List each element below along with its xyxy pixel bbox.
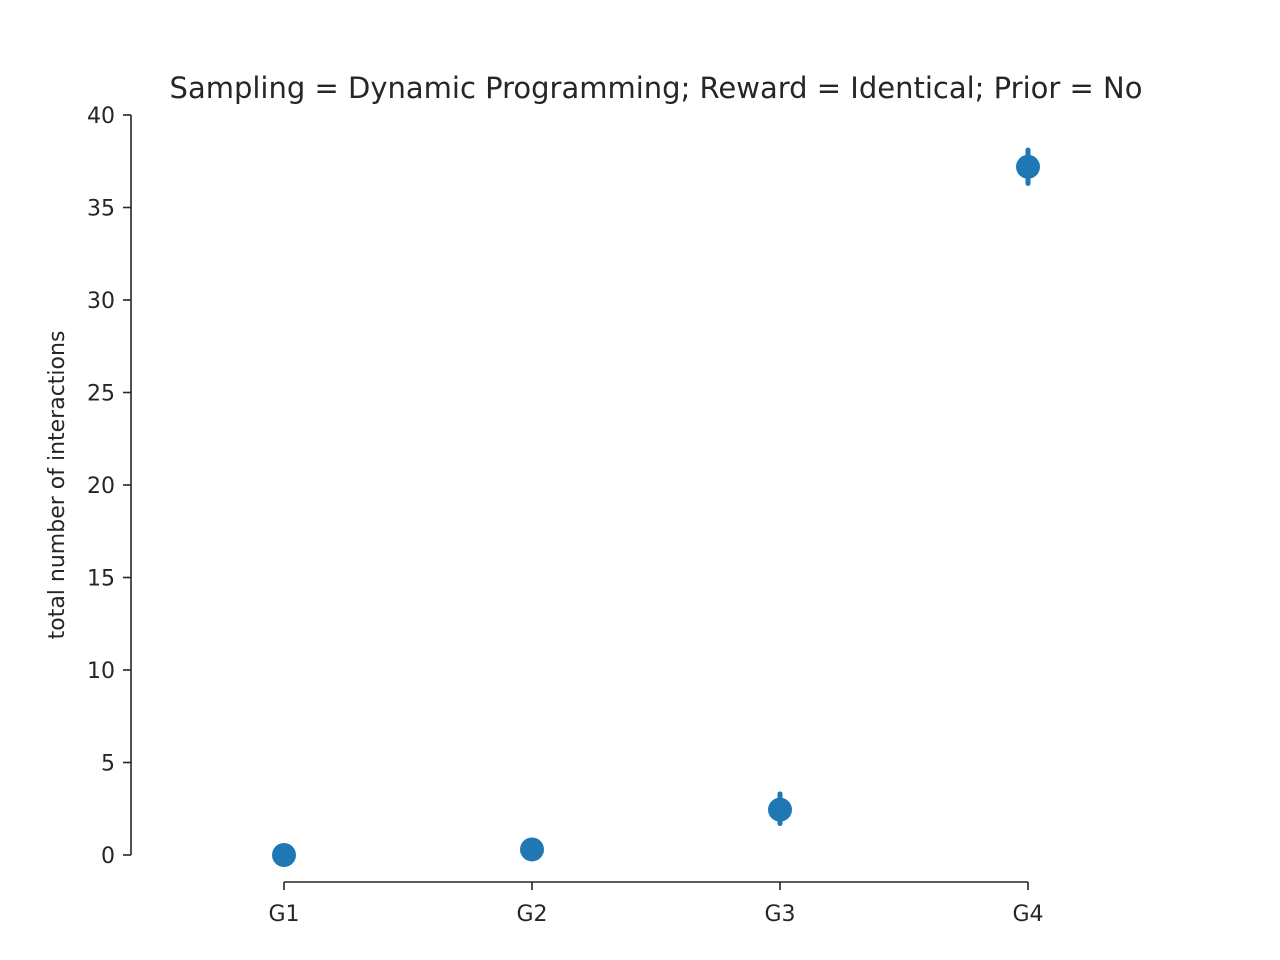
y-tick-label: 30 <box>87 289 115 314</box>
y-tick-label: 0 <box>101 844 115 869</box>
y-axis-ticks: 0 5 10 15 20 25 30 35 40 <box>87 104 131 869</box>
y-tick-label: 20 <box>87 474 115 499</box>
data-point <box>272 843 296 867</box>
x-tick-label: G3 <box>764 902 795 927</box>
x-tick-label: G4 <box>1012 902 1043 927</box>
y-tick-label: 35 <box>87 197 115 222</box>
y-tick-label: 5 <box>101 752 115 777</box>
chart-title: Sampling = Dynamic Programming; Reward =… <box>170 71 1143 105</box>
y-tick-label: 15 <box>87 567 115 592</box>
data-points <box>272 147 1040 867</box>
x-tick-label: G2 <box>516 902 547 927</box>
data-point <box>1016 154 1040 179</box>
data-point <box>520 837 544 862</box>
x-tick-label: G1 <box>268 902 299 927</box>
data-point <box>768 797 792 822</box>
y-tick-label: 25 <box>87 382 115 407</box>
x-axis-ticks: G1 G2 G3 G4 <box>268 882 1044 927</box>
y-tick-label: 40 <box>87 104 115 129</box>
y-tick-label: 10 <box>87 659 115 684</box>
y-axis-title: total number of interactions <box>45 331 70 640</box>
